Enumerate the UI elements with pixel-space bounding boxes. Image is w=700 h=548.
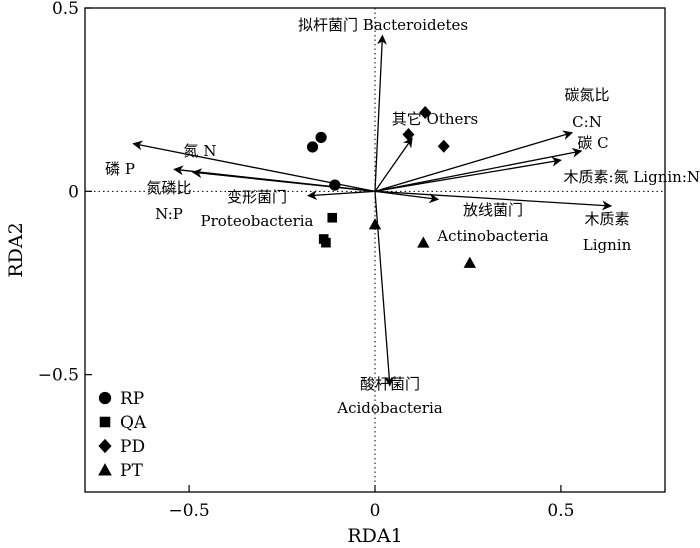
vector-arrow-bacteroidetes xyxy=(374,34,388,192)
legend-label-qa: QA xyxy=(120,413,147,433)
vector-label-n-p: 氮磷比 xyxy=(146,179,191,197)
x-tick-label-0: −0.5 xyxy=(168,501,209,521)
vector-label-proteobacteria-1: Proteobacteria xyxy=(201,212,314,230)
vector-arrow-actinobacteria xyxy=(374,190,440,204)
vector-label-lignin: 木质素 xyxy=(584,210,629,228)
vector-arrow-c xyxy=(374,147,583,192)
point-pd-3 xyxy=(437,139,450,153)
vector-label-acidobacteria-1: Acidobacteria xyxy=(336,399,442,417)
y-tick-label-0: −0.5 xyxy=(38,366,79,386)
legend-marker-qa xyxy=(99,416,111,428)
point-qa-1 xyxy=(327,212,338,223)
vector-arrow-proteobacteria xyxy=(307,190,376,201)
vector-label-bacteroidetes: 拟杆菌门 Bacteroidetes xyxy=(298,16,468,34)
vector-label-c: 碳 C xyxy=(577,134,608,152)
vector-arrow-lignin xyxy=(374,190,613,211)
vector-label-c-n-1: C:N xyxy=(572,113,602,131)
point-qa-3 xyxy=(321,237,331,248)
vector-label-n-p-1: N:P xyxy=(155,205,183,223)
legend-marker-pt xyxy=(98,463,112,476)
vector-label-lignin-n: 木质素:氮 Lignin:N xyxy=(564,168,700,186)
vector-arrow-c-n xyxy=(374,130,574,192)
legend-marker-rp xyxy=(98,391,112,405)
legend-marker-pd xyxy=(98,438,112,454)
y-axis-title: RDA2 xyxy=(5,222,27,277)
vector-label-p: 磷 P xyxy=(105,160,135,178)
vector-label-actinobacteria-1: Actinobacteria xyxy=(436,227,549,245)
point-pt-1 xyxy=(368,218,382,230)
vector-label-acidobacteria: 酸杆菌门 xyxy=(360,375,420,393)
point-rp-3 xyxy=(329,179,341,191)
x-tick-label-1: 0 xyxy=(370,501,381,521)
vector-label-lignin-1: Lignin xyxy=(583,236,632,254)
point-rp-2 xyxy=(306,141,319,153)
vector-arrow-acidobacteria xyxy=(374,191,395,387)
legend-label-pd: PD xyxy=(120,437,145,457)
y-tick-label-2: 0.5 xyxy=(52,0,79,19)
point-pt-3 xyxy=(463,256,477,268)
vector-label-proteobacteria: 变形菌门 xyxy=(227,188,287,206)
vector-arrow-others xyxy=(374,137,413,192)
point-pd-2 xyxy=(402,128,415,141)
y-tick-label-1: 0 xyxy=(68,182,79,202)
x-axis-title: RDA1 xyxy=(347,525,402,547)
vector-arrow-lignin-n xyxy=(374,156,562,192)
legend-label-rp: RP xyxy=(120,389,144,409)
vector-arrow-n xyxy=(173,165,376,192)
x-tick-label-2: 0.5 xyxy=(547,501,574,521)
vector-label-c-n: 碳氮比 xyxy=(564,86,609,104)
legend-label-pt: PT xyxy=(120,461,143,481)
point-pd-1 xyxy=(419,106,432,119)
vector-label-actinobacteria: 放线菌门 xyxy=(463,201,523,219)
point-rp-1 xyxy=(315,131,327,144)
point-pt-2 xyxy=(417,236,430,248)
vector-label-others: 其它 Others xyxy=(392,110,479,128)
